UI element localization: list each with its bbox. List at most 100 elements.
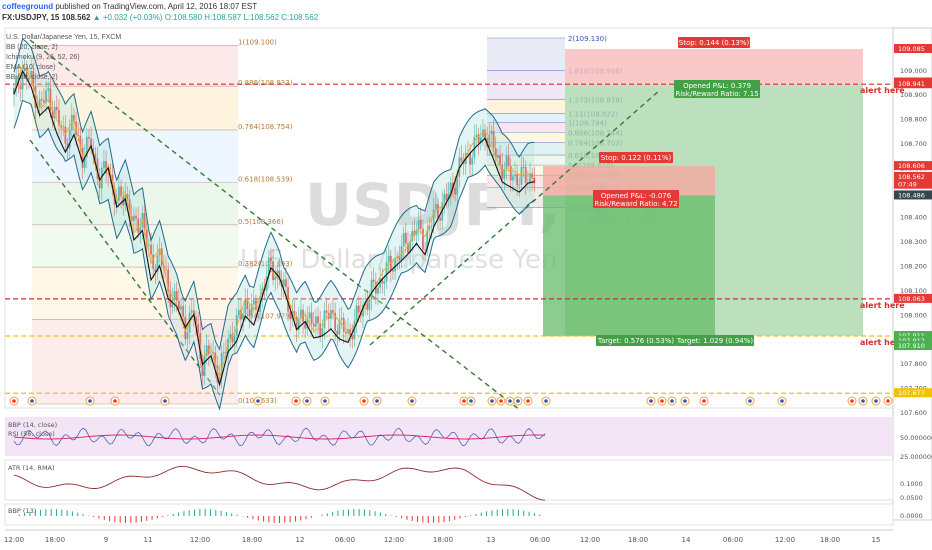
event-flag-icon bbox=[670, 399, 674, 403]
candle-body bbox=[175, 291, 178, 301]
candle-body bbox=[165, 268, 167, 270]
event-flag-icon bbox=[469, 399, 473, 403]
bollinger-upper bbox=[13, 38, 535, 351]
candle-body bbox=[73, 115, 75, 122]
candle-body bbox=[85, 136, 88, 157]
ichimoku-line bbox=[13, 69, 535, 387]
candle-body bbox=[233, 335, 236, 343]
short-target-label: Target: 1.029 (0.94%) bbox=[676, 337, 753, 345]
candle-body bbox=[338, 319, 341, 335]
candle-body bbox=[40, 99, 43, 101]
short-stop-label-bg bbox=[678, 37, 750, 48]
long-target-label: Target: 0.576 (0.53%) bbox=[597, 337, 674, 345]
price-tick: 108.000 bbox=[900, 311, 927, 319]
candle-body bbox=[68, 130, 71, 149]
fib-left-label: 0.236(107.979) bbox=[238, 312, 293, 320]
candle-body bbox=[205, 345, 208, 357]
candle-body bbox=[469, 152, 471, 165]
author[interactable]: coffeeground bbox=[2, 2, 54, 11]
candle-body bbox=[471, 157, 474, 165]
candle-body bbox=[203, 356, 206, 376]
long-pl-label: Risk/Reward Ratio: 4.72 bbox=[594, 200, 677, 208]
candle-body bbox=[171, 299, 174, 308]
long-stop-label: Stop: 0.122 (0.11%) bbox=[601, 154, 672, 162]
indicator-1[interactable]: BB (20, close, 2) bbox=[6, 44, 58, 51]
candle-body bbox=[143, 213, 146, 230]
candle-body bbox=[244, 299, 247, 314]
candle-body bbox=[430, 225, 433, 227]
candle-body bbox=[505, 155, 508, 170]
candle-body bbox=[197, 323, 200, 333]
candle-body bbox=[278, 270, 281, 280]
time-tick: 12:00 bbox=[190, 536, 210, 544]
candle-body bbox=[79, 135, 82, 148]
trend-down-cont bbox=[299, 239, 521, 411]
candle-body bbox=[109, 174, 112, 176]
rsi-legend-1: BBP (14, close) bbox=[8, 421, 57, 429]
candle-body bbox=[21, 71, 24, 90]
candle-body bbox=[282, 279, 285, 287]
candle-body bbox=[15, 75, 18, 89]
candle-body bbox=[115, 200, 118, 205]
candle-body bbox=[167, 269, 170, 292]
event-flag-icon bbox=[490, 399, 494, 403]
candle-body bbox=[452, 182, 454, 189]
indicator-legend: U.S. Dollar/Japanese Yen, 15, FXCM BB (2… bbox=[6, 33, 121, 83]
event-flag-icon bbox=[410, 399, 414, 403]
candle-body bbox=[51, 110, 54, 119]
indicator-2[interactable]: Ichimoku (9, 26, 52, 26) bbox=[6, 54, 80, 61]
price-label: 108.606 bbox=[898, 162, 925, 170]
indicator-4[interactable]: BB (20, close, 2) bbox=[6, 74, 58, 81]
indicator-3[interactable]: EMA (10, close) bbox=[6, 64, 56, 71]
event-flag-icon bbox=[256, 399, 260, 403]
candle-body bbox=[310, 312, 313, 324]
candle-body bbox=[520, 166, 523, 185]
event-flag-icon bbox=[886, 399, 890, 403]
candle-body bbox=[353, 320, 356, 340]
time-tick: 12:00 bbox=[4, 536, 24, 544]
candle-body bbox=[43, 100, 45, 103]
price-label-bg bbox=[894, 341, 932, 351]
candle-body bbox=[38, 99, 41, 108]
candle-body bbox=[177, 300, 180, 310]
price-label-bg bbox=[894, 190, 932, 200]
candle-body bbox=[55, 107, 58, 111]
candle-body bbox=[443, 193, 446, 203]
price-label-bg bbox=[894, 331, 932, 341]
fib-zone-right bbox=[487, 99, 565, 114]
candle-body bbox=[488, 134, 491, 147]
price-label-bg bbox=[894, 79, 932, 89]
candle-body bbox=[267, 257, 270, 277]
candle-body bbox=[445, 193, 448, 200]
candle-body bbox=[524, 166, 527, 183]
candle-body bbox=[96, 158, 99, 179]
candle-body bbox=[250, 304, 253, 317]
candle-body bbox=[45, 90, 48, 103]
fib-left-label: 0.618(108.539) bbox=[238, 175, 293, 183]
atr-tick-2: 0.0500 bbox=[900, 494, 923, 502]
event-flag-icon bbox=[88, 399, 92, 403]
time-tick: 12:00 bbox=[384, 536, 404, 544]
candle-body bbox=[152, 254, 155, 270]
candle-body bbox=[447, 193, 450, 200]
time-tick: 12:00 bbox=[775, 536, 795, 544]
candle-body bbox=[312, 323, 315, 327]
event-flag-icon bbox=[544, 399, 548, 403]
price-tick: 108.200 bbox=[900, 262, 927, 270]
candle-body bbox=[366, 302, 369, 310]
candle-body bbox=[434, 204, 437, 210]
event-flag-icon bbox=[375, 399, 379, 403]
candle-body bbox=[62, 126, 65, 128]
candle-body bbox=[509, 166, 512, 181]
event-flag-icon bbox=[323, 399, 327, 403]
candle-body bbox=[130, 216, 133, 221]
candle-body bbox=[323, 310, 326, 328]
candle-body bbox=[419, 219, 422, 229]
candle-body bbox=[25, 67, 28, 79]
symbol-legend: U.S. Dollar/Japanese Yen, 15, FXCM bbox=[6, 34, 122, 41]
time-tick: 18:00 bbox=[628, 536, 648, 544]
candle-body bbox=[147, 244, 150, 246]
fib-left-label: 0.382(108.193) bbox=[238, 260, 293, 268]
candle-body bbox=[218, 376, 221, 383]
candle-body bbox=[381, 278, 384, 284]
